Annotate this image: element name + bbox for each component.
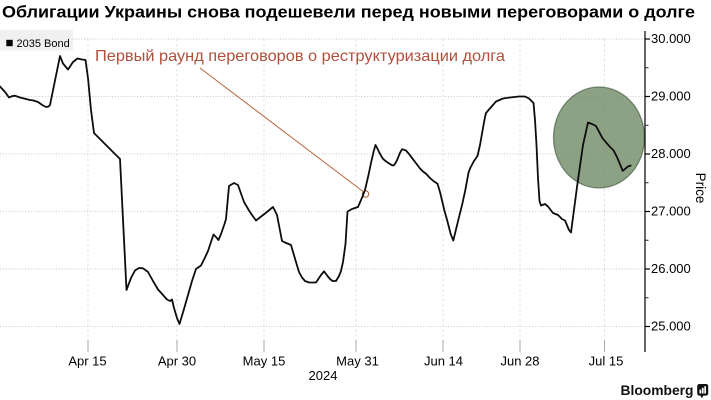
svg-text:Apr 30: Apr 30 [158, 354, 196, 369]
svg-text:Price: Price [693, 173, 708, 204]
svg-text:26.000: 26.000 [651, 261, 691, 276]
svg-text:Jun 28: Jun 28 [500, 354, 539, 369]
svg-text:Jun 14: Jun 14 [424, 354, 463, 369]
svg-text:Apr 15: Apr 15 [68, 354, 106, 369]
svg-text:28.000: 28.000 [651, 146, 691, 161]
svg-text:Jul 15: Jul 15 [589, 354, 624, 369]
svg-text:27.000: 27.000 [651, 204, 691, 219]
svg-text:Первый раунд переговоров о рес: Первый раунд переговоров о реструктуриза… [95, 48, 505, 65]
svg-text:Bloomberg: Bloomberg [621, 383, 694, 399]
svg-text:May 15: May 15 [243, 354, 286, 369]
svg-text:Облигации Украины снова подеше: Облигации Украины снова подешевели перед… [2, 4, 695, 22]
svg-text:30.000: 30.000 [651, 31, 691, 46]
svg-text:May 31: May 31 [336, 354, 379, 369]
svg-text:2035 Bond: 2035 Bond [17, 38, 70, 50]
svg-text:2024: 2024 [309, 368, 338, 383]
svg-text:29.000: 29.000 [651, 89, 691, 104]
svg-text:25.000: 25.000 [651, 319, 691, 334]
